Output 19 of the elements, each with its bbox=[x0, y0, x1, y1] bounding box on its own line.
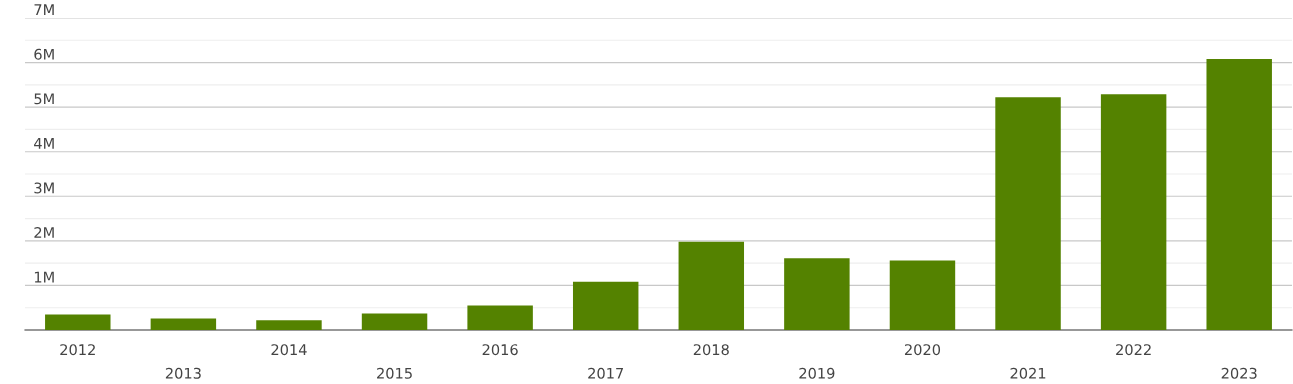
x-tick-label: 2015 bbox=[377, 367, 412, 379]
x-tick-label: 2023 bbox=[1221, 367, 1257, 379]
y-tick-label: 4M bbox=[34, 138, 54, 149]
x-tick-label: 2019 bbox=[799, 367, 835, 379]
x-tick-label: 2018 bbox=[693, 344, 729, 356]
x-tick-label: 2012 bbox=[60, 344, 95, 356]
y-tick-label: 1M bbox=[34, 271, 54, 283]
y-tick-label: 6M bbox=[34, 48, 54, 60]
x-tick-label: 2013 bbox=[165, 367, 201, 379]
y-tick-label: 2M bbox=[34, 227, 54, 238]
x-tick-label: 2016 bbox=[482, 344, 518, 356]
x-tick-label: 2020 bbox=[904, 344, 941, 356]
y-tick-label: 5M bbox=[34, 93, 54, 105]
x-tick-label: 2017 bbox=[588, 367, 624, 379]
y-tick-label: 7M bbox=[34, 4, 54, 15]
x-tick-label: 2014 bbox=[271, 344, 307, 356]
x-tick-label: 2021 bbox=[1010, 367, 1046, 379]
x-tick-label: 2022 bbox=[1116, 344, 1151, 356]
y-tick-label: 3M bbox=[34, 182, 54, 194]
